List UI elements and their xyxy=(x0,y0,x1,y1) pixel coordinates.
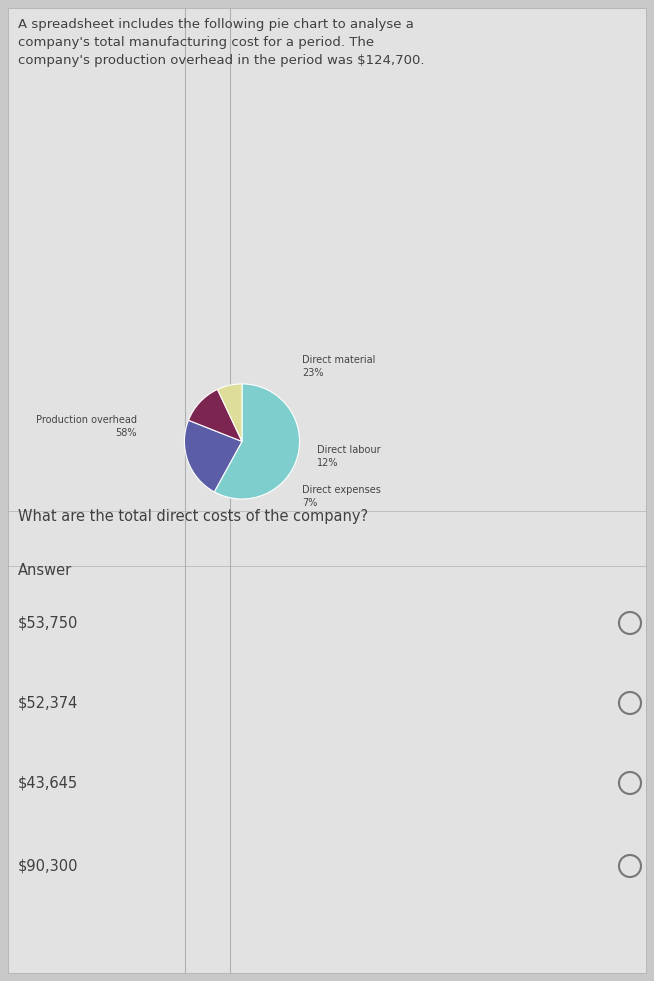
Text: Answer: Answer xyxy=(18,563,72,578)
Text: A spreadsheet includes the following pie chart to analyse a
company's total manu: A spreadsheet includes the following pie… xyxy=(18,18,424,67)
Text: $52,374: $52,374 xyxy=(18,696,78,710)
Text: Direct expenses
7%: Direct expenses 7% xyxy=(302,485,381,508)
Text: What are the total direct costs of the company?: What are the total direct costs of the c… xyxy=(18,509,368,524)
Text: Direct labour
12%: Direct labour 12% xyxy=(317,444,381,468)
Wedge shape xyxy=(218,384,242,441)
Text: Direct material
23%: Direct material 23% xyxy=(302,355,375,378)
Text: Production overhead
58%: Production overhead 58% xyxy=(36,415,137,439)
Text: $43,645: $43,645 xyxy=(18,776,78,791)
Wedge shape xyxy=(215,384,300,499)
FancyBboxPatch shape xyxy=(8,8,646,973)
Text: $90,300: $90,300 xyxy=(18,858,78,873)
Wedge shape xyxy=(184,420,242,491)
Wedge shape xyxy=(188,389,242,441)
Text: $53,750: $53,750 xyxy=(18,615,78,631)
